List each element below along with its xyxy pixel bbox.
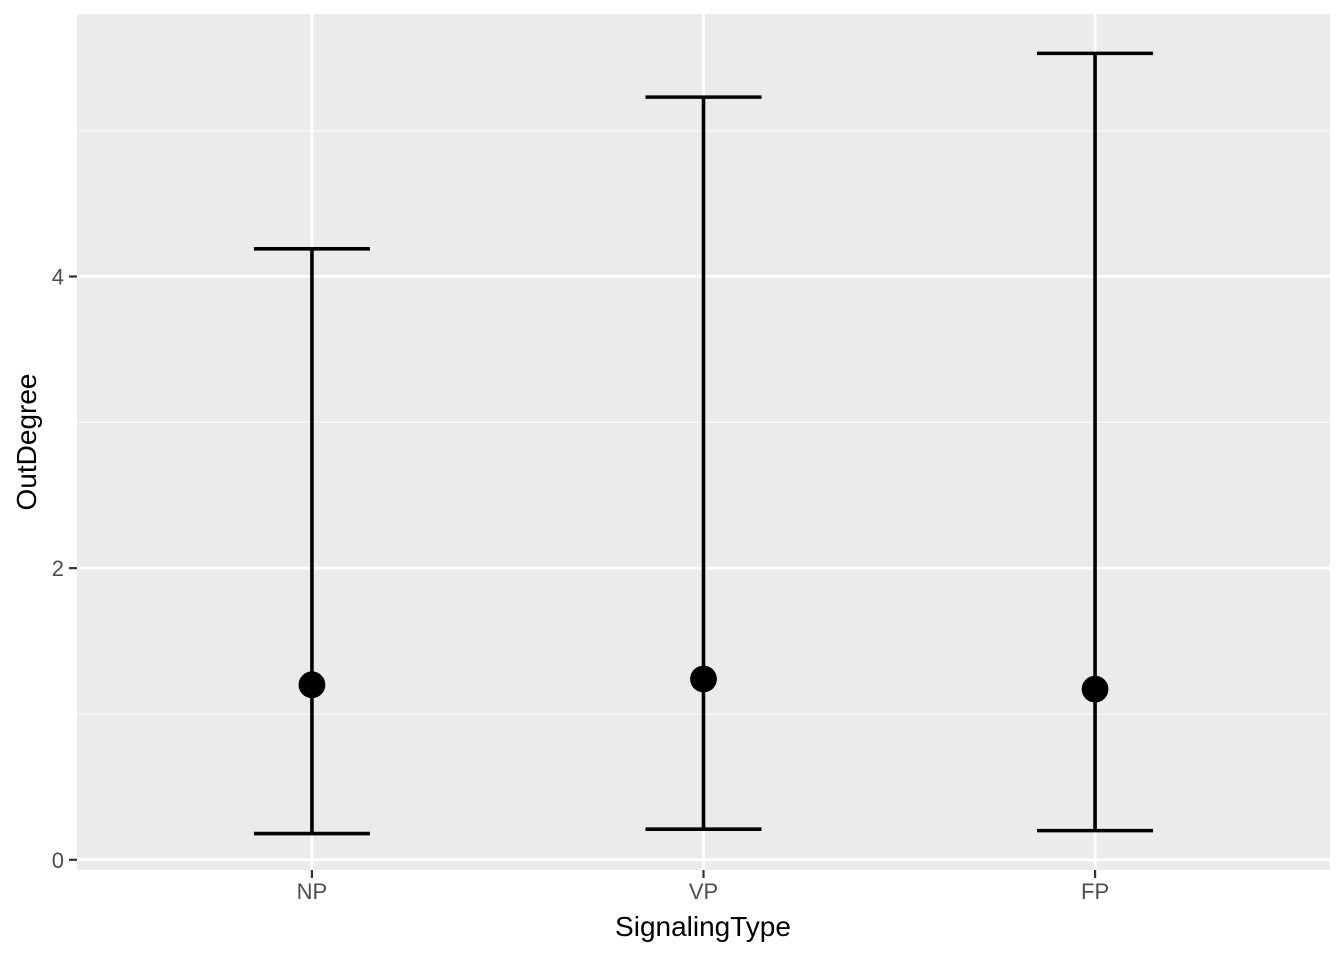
mean-point [298, 671, 326, 699]
axis-layer: 0 2 4 NP VP FP [52, 264, 1109, 904]
data-layer [253, 51, 1154, 836]
y-tick-label: 0 [52, 848, 64, 873]
y-axis-title: OutDegree [11, 374, 42, 511]
y-tick-label: 2 [52, 556, 64, 581]
x-tick-label: FP [1081, 879, 1109, 904]
x-axis-title: SignalingType [615, 911, 791, 942]
mean-point [690, 665, 717, 693]
y-tick-label: 4 [52, 264, 64, 289]
mean-point [1081, 675, 1109, 703]
x-tick-label: NP [297, 879, 328, 904]
x-tick-label: VP [689, 879, 718, 904]
